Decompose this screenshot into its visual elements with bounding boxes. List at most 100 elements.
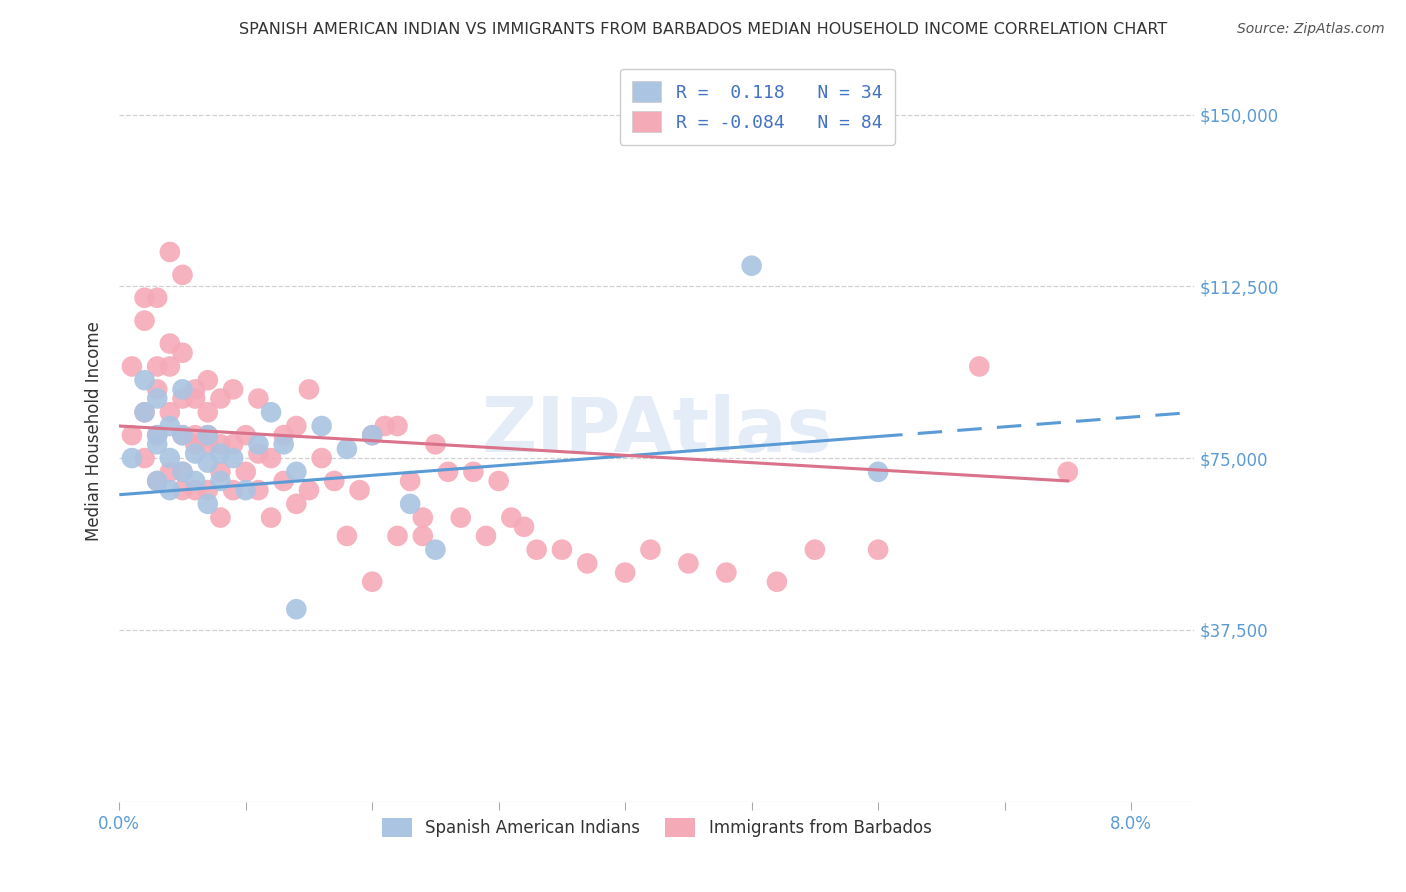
Point [260, 405, 283, 419]
Point [868, 542, 890, 557]
Point [184, 474, 207, 488]
Point [146, 359, 169, 374]
Point [640, 542, 662, 557]
Point [159, 419, 181, 434]
Point [387, 529, 409, 543]
Point [298, 383, 321, 397]
Point [146, 474, 169, 488]
Point [399, 497, 422, 511]
Point [159, 451, 181, 466]
Point [247, 446, 270, 460]
Point [121, 359, 143, 374]
Point [741, 259, 763, 273]
Point [361, 428, 384, 442]
Point [273, 437, 295, 451]
Point [197, 373, 219, 387]
Point [134, 373, 156, 387]
Point [146, 474, 169, 488]
Point [336, 529, 359, 543]
Point [361, 574, 384, 589]
Point [197, 497, 219, 511]
Point [412, 529, 434, 543]
Point [969, 359, 991, 374]
Point [247, 392, 270, 406]
Text: Source: ZipAtlas.com: Source: ZipAtlas.com [1237, 22, 1385, 37]
Point [146, 428, 169, 442]
Point [285, 602, 308, 616]
Point [513, 520, 536, 534]
Point [159, 244, 181, 259]
Point [184, 483, 207, 497]
Point [766, 574, 789, 589]
Legend: Spanish American Indians, Immigrants from Barbados: Spanish American Indians, Immigrants fro… [374, 809, 939, 846]
Point [184, 392, 207, 406]
Point [197, 437, 219, 451]
Point [197, 456, 219, 470]
Point [868, 465, 890, 479]
Point [437, 465, 460, 479]
Point [134, 451, 156, 466]
Point [463, 465, 485, 479]
Point [121, 428, 143, 442]
Point [172, 268, 194, 282]
Point [526, 542, 548, 557]
Point [311, 419, 333, 434]
Point [134, 291, 156, 305]
Point [501, 510, 523, 524]
Point [399, 474, 422, 488]
Point [121, 451, 143, 466]
Point [172, 383, 194, 397]
Point [172, 392, 194, 406]
Point [172, 465, 194, 479]
Point [349, 483, 371, 497]
Point [184, 383, 207, 397]
Point [450, 510, 472, 524]
Point [298, 483, 321, 497]
Point [197, 428, 219, 442]
Point [336, 442, 359, 456]
Point [425, 437, 447, 451]
Point [197, 483, 219, 497]
Point [209, 437, 232, 451]
Point [197, 428, 219, 442]
Point [247, 483, 270, 497]
Point [235, 465, 257, 479]
Point [222, 483, 245, 497]
Point [488, 474, 510, 488]
Point [134, 405, 156, 419]
Point [209, 392, 232, 406]
Point [146, 291, 169, 305]
Point [285, 497, 308, 511]
Point [412, 510, 434, 524]
Text: ZIPAtlas: ZIPAtlas [481, 393, 832, 467]
Point [184, 446, 207, 460]
Point [576, 557, 599, 571]
Point [184, 437, 207, 451]
Point [387, 419, 409, 434]
Point [146, 437, 169, 451]
Point [172, 483, 194, 497]
Point [134, 313, 156, 327]
Point [184, 428, 207, 442]
Point [222, 451, 245, 466]
Point [374, 419, 396, 434]
Point [209, 465, 232, 479]
Point [475, 529, 498, 543]
Point [614, 566, 637, 580]
Point [159, 483, 181, 497]
Point [285, 465, 308, 479]
Point [172, 428, 194, 442]
Point [146, 428, 169, 442]
Point [159, 336, 181, 351]
Point [361, 428, 384, 442]
Point [159, 359, 181, 374]
Point [172, 345, 194, 359]
Point [146, 383, 169, 397]
Point [551, 542, 574, 557]
Point [235, 483, 257, 497]
Point [159, 465, 181, 479]
Point [222, 383, 245, 397]
Point [285, 419, 308, 434]
Y-axis label: Median Household Income: Median Household Income [86, 320, 103, 541]
Point [172, 428, 194, 442]
